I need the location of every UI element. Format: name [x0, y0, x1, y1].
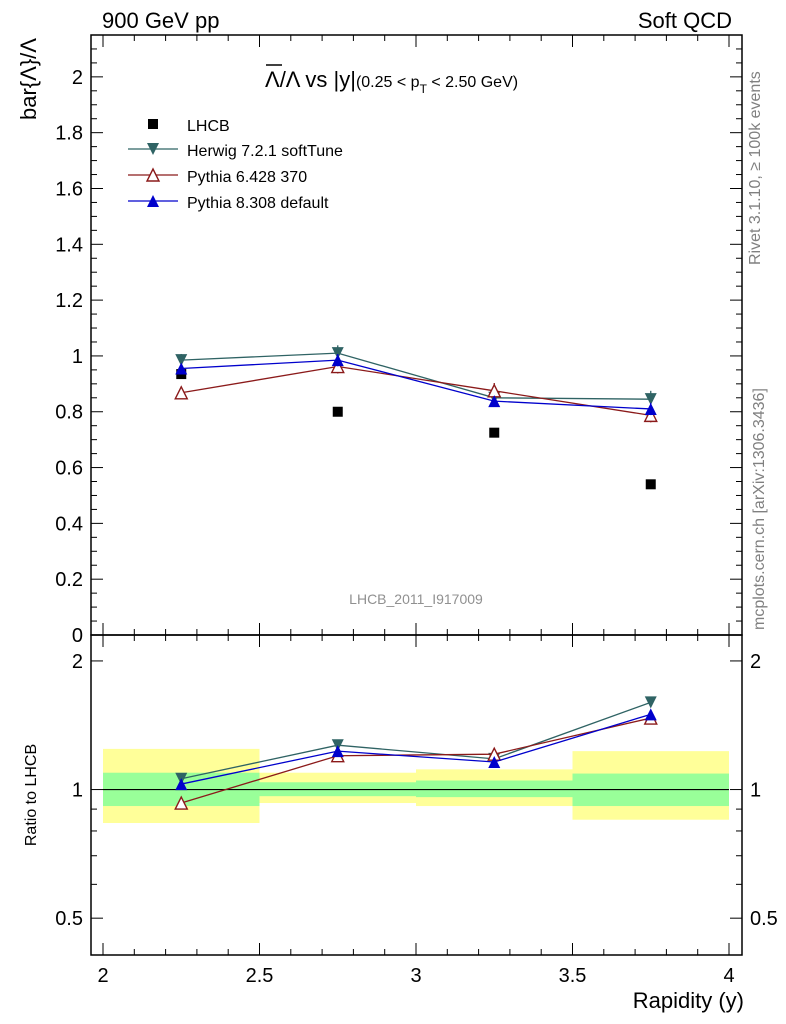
- legend-marker-2: [145, 167, 161, 182]
- main-series-3-point: [488, 395, 501, 408]
- ratio-y-tick-label-right: 0.5: [750, 908, 778, 930]
- main-series-0-point: [332, 406, 343, 417]
- ratio-series-0-line: [181, 701, 651, 780]
- y-tick-label: 0: [72, 625, 83, 647]
- main-series-3-line: [181, 359, 651, 410]
- title-sub-b: < 2.50 GeV): [427, 74, 518, 91]
- legend-label-pythia6: Pythia 6.428 370: [187, 169, 307, 186]
- y-tick-label: 1.8: [55, 123, 83, 145]
- y-tick-label: 1: [72, 346, 83, 368]
- y-tick-label: 1.2: [55, 290, 83, 312]
- main-series-2: [174, 358, 658, 423]
- legend-label-herwig: Herwig 7.2.1 softTune: [187, 143, 343, 160]
- side-label-source: mcplots.cern.ch [arXiv:1306.3436]: [751, 388, 768, 630]
- main-series-1-line: [181, 352, 651, 400]
- legend-marker-3: [147, 195, 159, 207]
- legend-marker-0: [148, 119, 158, 129]
- y-tick-label: 0.4: [55, 513, 83, 535]
- ratio-y-axis-label: Ratio to LHCB: [23, 744, 40, 846]
- ratio-series-2-point: [331, 745, 344, 758]
- y-tick-label: 0.6: [55, 458, 83, 480]
- main-series-2-line: [181, 365, 651, 417]
- x-tick-label: 4: [723, 965, 734, 987]
- ratio-series-2-point: [644, 708, 657, 721]
- ratio-inner-band-2: [416, 780, 573, 798]
- main-series-2-point: [643, 407, 658, 423]
- main-series-0-point: [489, 427, 500, 438]
- legend-label-pythia8: Pythia 8.308 default: [187, 195, 329, 212]
- analysis-watermark: LHCB_2011_I917009: [349, 591, 483, 607]
- main-y-axis-label: bar{Λ}/Λ: [16, 38, 41, 120]
- ratio-uncertainty-bands: [103, 748, 729, 824]
- legend-marker-1: [147, 143, 159, 155]
- x-tick-label: 2: [97, 965, 108, 987]
- main-series-3: [175, 353, 657, 416]
- y-tick-label: 1.4: [55, 234, 83, 256]
- ratio-y-tick-label-left: 2: [72, 651, 83, 673]
- axes: 2 2.5 3 3.5 4 0 0.2 0.4 0.6 0.8 1 1.2 1.4 1.6 1.8 2 0.5 0…: [55, 34, 778, 987]
- main-series-3-point: [644, 402, 657, 415]
- y-tick-label: 0.8: [55, 402, 83, 424]
- main-series-2-point: [174, 385, 189, 400]
- title-sub-a: (0.25 < p: [356, 74, 420, 91]
- main-series-1-point: [331, 347, 344, 360]
- ratio-series-0-point: [644, 696, 657, 709]
- y-tick-label: 0.2: [55, 569, 83, 591]
- main-series-0-point: [645, 479, 656, 490]
- main-series-3-point: [331, 354, 344, 367]
- header-left: 900 GeV pp: [102, 8, 219, 33]
- main-series-0: [176, 369, 656, 490]
- ratio-series-1-point: [174, 795, 189, 810]
- title-main: Λ/Λ vs |y|: [265, 67, 356, 92]
- y-tick-label: 2: [72, 67, 83, 89]
- ratio-series-2: [175, 708, 657, 791]
- x-tick-label: 3: [410, 965, 421, 987]
- ratio-y-tick-label-left: 0.5: [55, 908, 83, 930]
- x-tick-label: 3.5: [559, 965, 587, 987]
- ratio-series-2-line: [181, 713, 651, 785]
- main-series-1-point: [175, 354, 188, 367]
- side-label-rivet: Rivet 3.1.10, ≥ 100k events: [747, 71, 764, 265]
- ratio-y-tick-label-right: 1: [750, 780, 761, 802]
- ratio-y-tick-label-left: 1: [72, 780, 83, 802]
- y-tick-label: 1.6: [55, 178, 83, 200]
- legend: LHCB Herwig 7.2.1 softTune Pythia 6.428 …: [128, 118, 343, 212]
- ratio-series-1-line: [181, 717, 651, 804]
- x-tick-label: 2.5: [246, 965, 274, 987]
- main-series-1: [175, 345, 657, 408]
- main-series-2-point: [330, 358, 345, 374]
- ratio-series-2-point: [175, 778, 188, 791]
- legend-label-lhcb: LHCB: [187, 118, 230, 135]
- data-series: [174, 345, 658, 810]
- main-series-3-point: [175, 362, 188, 375]
- main-title: Λ/Λ vs |y|(0.25 < pT < 2.50 GeV): [265, 67, 518, 96]
- main-series-1-point: [644, 393, 657, 406]
- ratio-series-2-point: [488, 756, 501, 769]
- header-right: Soft QCD: [638, 8, 732, 33]
- title-sub-t: T: [420, 82, 428, 96]
- x-axis-label: Rapidity (y): [633, 988, 744, 1013]
- ratio-y-tick-label-right: 2: [750, 651, 761, 673]
